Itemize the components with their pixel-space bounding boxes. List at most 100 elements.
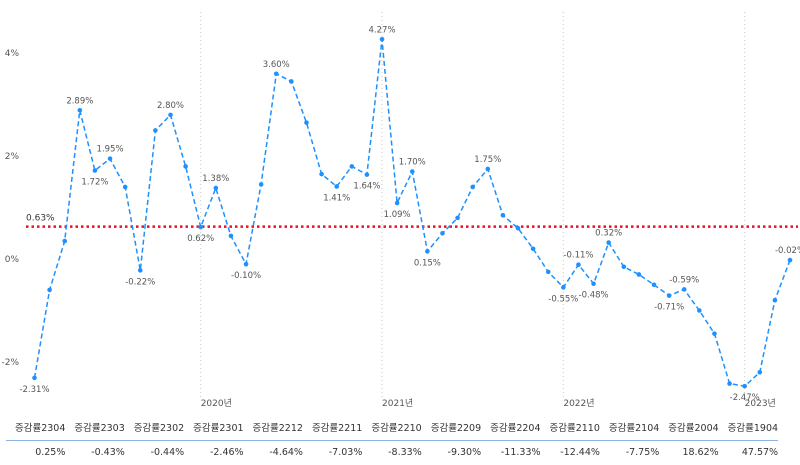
table-header-cell: 증감률2004 xyxy=(668,423,719,434)
table-header-cell: 증감률2209 xyxy=(430,423,482,434)
data-point xyxy=(606,240,611,245)
data-point xyxy=(742,383,747,389)
table-value-cell: -9.30% xyxy=(447,447,482,458)
data-label: -0.48% xyxy=(579,291,609,301)
data-label: -2.31% xyxy=(19,385,49,395)
data-point xyxy=(394,200,400,206)
table-value-cell: 18.62% xyxy=(682,447,719,458)
table-header-cell: 증감률2212 xyxy=(252,423,303,434)
table-header-cell: 증감률1904 xyxy=(727,423,779,434)
data-point xyxy=(289,79,294,84)
data-point xyxy=(77,108,83,113)
data-label: -0.02% xyxy=(775,246,800,256)
data-point xyxy=(485,166,491,172)
table-value-cell: -8.33% xyxy=(388,447,422,458)
data-label: -0.22% xyxy=(125,277,155,287)
table-value-cell: -0.44% xyxy=(150,447,185,458)
data-point xyxy=(772,297,778,303)
data-label: 3.60% xyxy=(263,60,290,70)
data-point xyxy=(379,36,385,42)
x-tick-label: 2021년 xyxy=(382,398,413,409)
data-point xyxy=(107,156,113,161)
table-header-cell: 증감률2110 xyxy=(549,423,600,434)
data-point xyxy=(530,246,536,252)
data-point xyxy=(545,269,551,275)
x-tick-label: 2020년 xyxy=(201,398,232,409)
data-point xyxy=(122,184,128,190)
data-point xyxy=(455,215,460,221)
data-label: -0.11% xyxy=(563,251,593,261)
data-point xyxy=(273,71,279,77)
data-point xyxy=(228,233,234,239)
data-point xyxy=(500,212,506,218)
data-point xyxy=(440,231,445,236)
y-tick-label: 4% xyxy=(5,49,20,59)
series-line xyxy=(33,39,791,388)
y-tick-label: -2% xyxy=(1,358,19,368)
data-point xyxy=(47,287,52,293)
data-label: -0.55% xyxy=(548,294,578,304)
data-point xyxy=(757,369,763,375)
table-header-cell: 증감률2210 xyxy=(371,423,422,434)
data-point xyxy=(697,308,702,313)
data-label: 1.41% xyxy=(323,193,350,203)
data-point xyxy=(727,381,732,386)
data-point xyxy=(92,168,98,173)
table-value-cell: 0.25% xyxy=(35,447,66,458)
data-point xyxy=(712,331,717,336)
table-value-cell: -4.64% xyxy=(269,447,303,458)
data-label: 1.38% xyxy=(202,174,229,184)
table-header-cell: 증감률2304 xyxy=(14,423,66,434)
table-header-cell: 증감률2104 xyxy=(608,423,660,434)
average-reference-label: 0.63% xyxy=(26,214,55,224)
data-label: -2.47% xyxy=(730,393,760,403)
data-label: 0.15% xyxy=(414,258,441,268)
data-point xyxy=(364,172,370,177)
table-value-cell: 47.57% xyxy=(741,447,779,458)
data-point xyxy=(198,224,204,230)
table-value-cell: -12.44% xyxy=(560,447,600,458)
chart-svg: 2020년 2021년 2022년 2023년 -2% 0% 2% 4% 0.63% -2.31%… xyxy=(1,12,800,409)
table-value-cell: -7.03% xyxy=(328,447,363,458)
data-point xyxy=(561,285,566,290)
data-point xyxy=(153,128,158,133)
data-point xyxy=(787,257,793,263)
data-point xyxy=(168,112,173,118)
data-point xyxy=(666,293,672,298)
data-label: 0.62% xyxy=(187,234,214,244)
data-label: 1.70% xyxy=(399,158,426,168)
data-label: 1.64% xyxy=(353,182,380,192)
table-value-cell: -0.43% xyxy=(91,447,125,458)
y-tick-label: 0% xyxy=(5,255,20,265)
data-label: -0.71% xyxy=(654,303,684,313)
data-point xyxy=(62,238,68,244)
data-point xyxy=(425,249,430,254)
table-value-row: 0.25% -0.43% -0.44% -2.46% -4.64% -7.03% -8.33… xyxy=(6,441,778,465)
data-point xyxy=(621,264,627,270)
table-header-cell: 증감률2303 xyxy=(74,423,125,434)
table-header-cell: 증감률2211 xyxy=(311,423,363,434)
data-label: 1.72% xyxy=(81,178,108,188)
data-point xyxy=(183,164,188,169)
data-point xyxy=(349,164,355,169)
data-point xyxy=(32,375,37,381)
data-point xyxy=(213,185,219,191)
table-value-cell: -7.75% xyxy=(625,447,660,458)
x-tick-label: 2022년 xyxy=(563,398,594,409)
data-point xyxy=(576,262,581,268)
x-tick-label: 2023년 xyxy=(745,398,776,409)
table-value-cell: -2.46% xyxy=(209,447,244,458)
data-point xyxy=(515,225,521,231)
data-label: 2.80% xyxy=(157,101,184,111)
table-header-cell: 증감률2301 xyxy=(193,423,244,434)
table-header-row: 증감률2304 증감률2303 증감률2302 증감률2301 증감률2212 증감률22… xyxy=(6,418,778,441)
data-point xyxy=(319,171,324,177)
data-label: 2.89% xyxy=(66,96,93,106)
data-label: 1.75% xyxy=(474,155,501,165)
table-header-cell: 증감률2204 xyxy=(490,423,541,434)
data-point xyxy=(304,120,309,125)
table-value-cell: -11.33% xyxy=(500,447,541,458)
data-point xyxy=(258,182,264,187)
data-point xyxy=(243,261,249,267)
data-label: 1.09% xyxy=(384,210,411,220)
